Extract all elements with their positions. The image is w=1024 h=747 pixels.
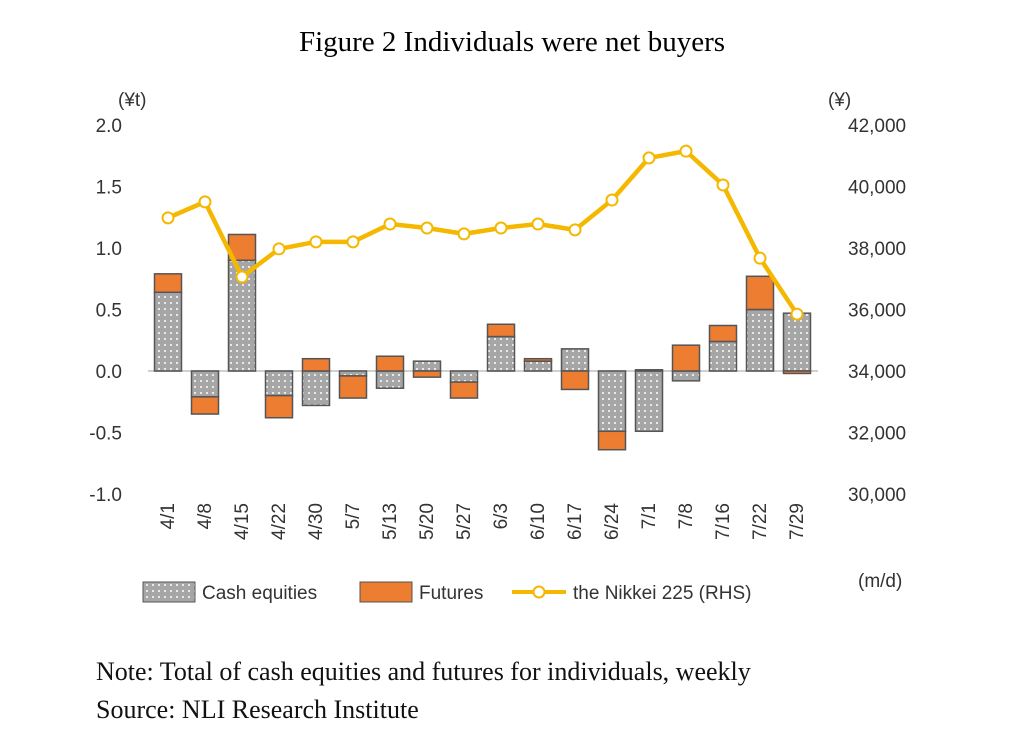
nikkei-point [679,144,693,158]
legend-swatch-cash [142,581,196,603]
x-tick-label: 7/8 [676,503,697,529]
bar-cash-equities [412,360,442,372]
left-tick-label: 1.0 [96,239,122,260]
left-tick-label: -1.0 [89,485,122,506]
x-tick-label: 4/22 [269,503,290,540]
bar-futures [782,370,812,375]
nikkei-point [420,221,434,235]
bar-cash-equities [708,340,738,372]
x-tick-label: 6/17 [565,503,586,540]
bar-futures [745,275,775,311]
bar-futures [301,357,331,372]
left-axis-unit: (¥t) [118,90,147,111]
x-tick-label: 5/27 [454,503,475,540]
x-tick-label: 4/1 [158,503,179,529]
bar-futures [634,369,664,372]
nikkei-point [383,217,397,231]
bar-cash-equities [153,291,183,372]
chart-title: Figure 2 Individuals were net buyers [298,26,726,58]
nikkei-point [605,193,619,207]
x-tick-label: 6/3 [491,503,512,529]
x-tick-label: 5/7 [343,503,364,529]
legend: Cash equities Futures the Nikkei 225 (RH… [142,581,751,604]
legend-label-cash: Cash equities [202,583,317,604]
nikkei-point [531,217,545,231]
bar-futures [560,370,590,391]
bar-cash-equities [597,370,627,433]
x-tick-label: 6/24 [602,503,623,540]
bar-cash-equities [745,308,775,372]
nikkei-point [161,211,175,225]
left-tick-label: -0.5 [89,424,122,445]
bar-futures [375,355,405,372]
right-axis-unit: (¥) [828,90,851,111]
nikkei-point [346,235,360,249]
bar-cash-equities [560,348,590,372]
bar-cash-equities [486,335,516,372]
nikkei-point [642,151,656,165]
legend-marker-nikkei [532,585,546,599]
bar-futures [597,430,627,451]
bar-cash-equities [301,370,331,407]
right-tick-label: 34,000 [848,362,906,383]
right-tick-label: 40,000 [848,178,906,199]
bar-futures [190,396,220,415]
nikkei-point [790,307,804,321]
bar-futures [412,370,442,378]
bar-cash-equities [375,370,405,389]
legend-swatch-futures [359,581,413,603]
bar-futures [153,273,183,294]
bar-futures [486,323,516,338]
nikkei-point [235,270,249,284]
x-tick-label: 7/16 [713,503,734,540]
bar-futures [523,357,553,362]
nikkei-point [716,178,730,192]
right-tick-label: 42,000 [848,116,906,137]
bar-cash-equities [782,312,812,372]
nikkei-point [494,221,508,235]
bar-futures [449,381,479,399]
legend-label-nikkei: the Nikkei 225 (RHS) [573,583,751,604]
nikkei-point [457,227,471,241]
left-tick-label: 1.5 [96,178,122,199]
nikkei-line [167,148,799,316]
x-tick-label: 7/29 [787,503,808,540]
chart-source: Source: NLI Research Institute [96,695,419,724]
right-tick-label: 30,000 [848,485,906,506]
left-tick-label: 0.5 [96,301,122,322]
bar-cash-equities [449,370,479,383]
bar-futures [671,344,701,372]
bar-futures [708,324,738,343]
x-tick-label: 4/8 [195,503,216,529]
bar-cash-equities [190,370,220,398]
x-tick-label: 4/15 [232,503,253,540]
left-tick-label: 0.0 [96,362,122,383]
x-tick-label: 4/30 [306,503,327,540]
x-tick-label: 7/22 [750,503,771,540]
bar-futures [264,394,294,419]
nikkei-point [272,242,286,256]
legend-label-futures: Futures [419,583,483,604]
bar-cash-equities [523,360,553,372]
nikkei-point [198,195,212,209]
nikkei-point [309,235,323,249]
bar-futures [338,375,368,399]
bar-cash-equities [634,370,664,433]
chart-note: Note: Total of cash equities and futures… [96,657,751,686]
nikkei-point [753,251,767,265]
x-tick-label: 7/1 [639,503,660,529]
x-tick-label: 6/10 [528,503,549,540]
bar-cash-equities [264,370,294,397]
right-tick-label: 38,000 [848,239,906,260]
x-tick-label: 5/13 [380,503,401,540]
right-tick-label: 36,000 [848,301,906,322]
x-tick-label: 5/20 [417,503,438,540]
bar-cash-equities [671,370,701,382]
right-tick-label: 32,000 [848,424,906,445]
x-axis-unit: (m/d) [858,571,902,592]
nikkei-point [568,223,582,237]
left-tick-label: 2.0 [96,116,122,137]
